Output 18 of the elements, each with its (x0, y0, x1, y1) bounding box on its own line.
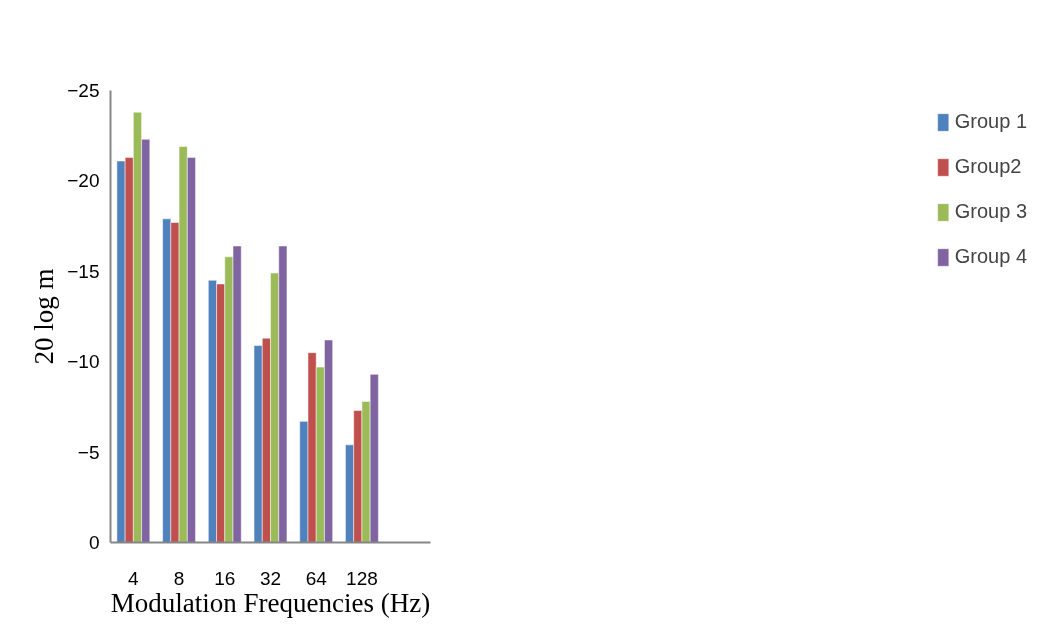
y-tick-label: −15 (67, 260, 100, 282)
legend-label: Group 1 (954, 110, 1027, 133)
x-tick-label: 4 (128, 567, 140, 589)
y-tick-label: 0 (88, 532, 100, 553)
x-tick-label: 16 (214, 567, 236, 589)
x-tick-label: 64 (305, 567, 328, 589)
y-axis-title: 20 log m (29, 268, 60, 365)
legend-label: Group 4 (954, 245, 1027, 268)
x-tick-label: 32 (259, 567, 282, 589)
legend-label: Group 3 (954, 200, 1027, 223)
x-axis-title: Modulation Frequencies (Hz) (110, 587, 431, 618)
y-tick-label: −25 (67, 80, 100, 101)
legend-label: Group2 (954, 155, 1022, 178)
y-tick-label: −20 (67, 170, 100, 192)
x-tick-label: 128 (346, 567, 378, 589)
x-tick-label: 8 (173, 567, 185, 589)
y-tick-label: −5 (77, 441, 100, 463)
y-tick-label: −10 (67, 351, 100, 373)
